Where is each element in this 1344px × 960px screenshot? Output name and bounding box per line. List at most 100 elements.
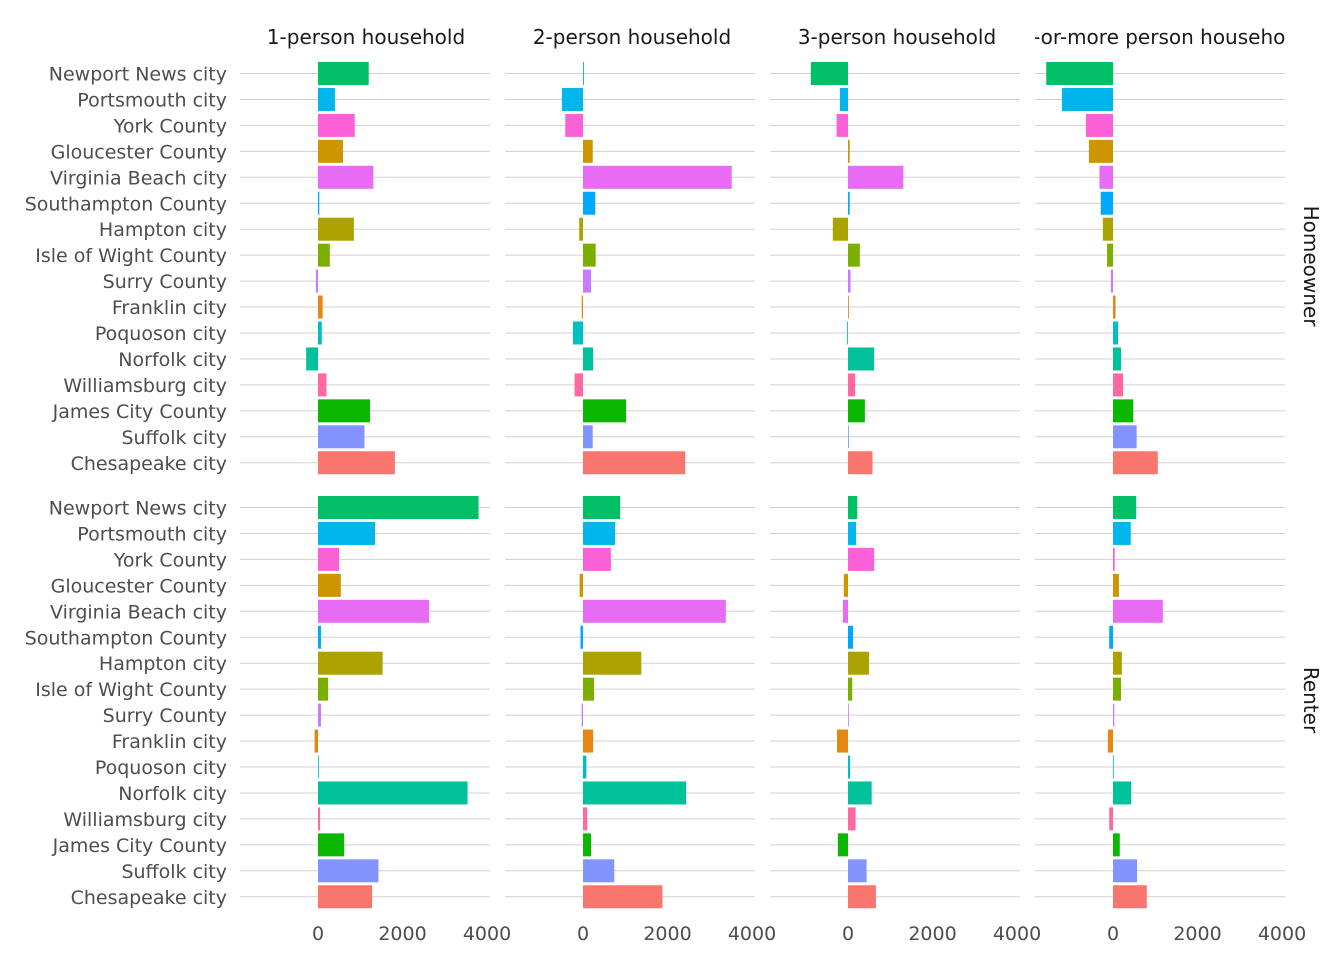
x-tick-label: 4000 [1258,923,1306,945]
bar-norfolk-city [1113,347,1122,371]
strip-label-row-homeowner: Homeowner [1299,206,1323,328]
bar-newport-news-city [810,62,848,85]
bar-virginia-beach-city [318,165,374,189]
category-label: Franklin city [112,731,227,753]
bar-york-county [848,547,875,571]
panel-renter-3 [837,496,876,909]
x-tick-label: 4000 [728,923,776,945]
panel-renter-4 [1107,496,1163,909]
bar-york-county [318,113,355,137]
bar-franklin-city [581,295,583,319]
category-label: Southampton County [25,627,227,649]
bar-suffolk-city [848,859,867,883]
bar-york-county [583,547,611,571]
bar-james-city-county [848,399,865,423]
bar-surry-county [583,269,592,293]
strip-label-row-renter: Renter [1299,667,1323,734]
bar-gloucester-county [1113,573,1119,597]
bar-isle-of-wight-county [318,677,329,701]
bar-williamsburg-city [574,373,583,397]
bar-surry-county [1110,269,1113,293]
category-label: Gloucester County [51,575,227,597]
bar-virginia-beach-city [318,599,430,623]
category-label: Gloucester County [51,141,227,163]
category-label: James City County [52,401,227,423]
x-tick-label: 2000 [1173,923,1221,945]
bar-southampton-county [1109,625,1113,649]
bar-james-city-county [583,399,627,423]
bar-williamsburg-city [583,807,588,831]
bar-virginia-beach-city [848,165,904,189]
bar-suffolk-city [848,425,849,449]
bar-portsmouth-city [583,521,616,545]
bar-chesapeake-city [318,885,373,909]
bar-suffolk-city [318,425,365,449]
x-tick-label: 4000 [993,923,1041,945]
bar-williamsburg-city [318,373,327,397]
bar-williamsburg-city [318,807,321,831]
bar-portsmouth-city [318,521,376,545]
bar-southampton-county [580,625,583,649]
bar-southampton-county [1100,191,1113,215]
strip-label: 1-person household [267,25,465,49]
bar-suffolk-city [318,859,379,883]
bar-norfolk-city [583,781,687,805]
bar-suffolk-city [583,425,593,449]
bar-chesapeake-city [318,451,395,475]
bar-newport-news-city [583,496,621,519]
bar-isle-of-wight-county [1113,677,1122,701]
bar-york-county [565,113,583,137]
panel-renter-1 [314,496,479,909]
strip-label: 2-person household [533,25,731,49]
bar-james-city-county [583,833,592,857]
bar-franklin-city [583,729,594,753]
bar-surry-county [581,703,583,727]
bar-franklin-city [837,729,848,753]
x-tick-label: 4000 [463,923,511,945]
category-label: Hampton city [99,653,227,675]
panel-renter-2 [579,496,726,909]
bar-isle-of-wight-county [848,677,853,701]
category-label: York County [113,549,227,571]
category-label: Suffolk city [121,861,227,883]
bar-franklin-city [318,295,323,319]
bar-hampton-city [1102,217,1113,241]
bar-james-city-county [837,833,848,857]
category-label: James City County [52,835,227,857]
bar-hampton-city [318,217,354,241]
bar-poquoson-city [318,755,319,779]
bar-newport-news-city [318,496,479,519]
bar-portsmouth-city [839,87,848,111]
bar-franklin-city [1107,729,1113,753]
bar-suffolk-city [1113,425,1137,449]
bar-norfolk-city [1113,781,1132,805]
bar-hampton-city [583,651,642,675]
category-label: Chesapeake city [71,887,227,909]
bar-hampton-city [318,651,383,675]
bar-poquoson-city [848,755,851,779]
category-label: Virginia Beach city [50,167,227,189]
category-label: Portsmouth city [77,89,227,111]
category-label: Poquoson city [95,323,227,345]
bar-surry-county [1113,703,1115,727]
strip-label-col-1: 1-person household [267,25,465,49]
bar-poquoson-city [583,755,587,779]
x-tick-label: 2000 [643,923,691,945]
category-label: Suffolk city [121,427,227,449]
category-label: York County [113,115,227,137]
category-label: Norfolk city [118,349,227,371]
bar-norfolk-city [306,347,318,371]
bar-chesapeake-city [583,451,686,475]
bar-norfolk-city [583,347,594,371]
strip-label-col-4: 4-or-more person household [1035,25,1285,49]
bar-franklin-city [314,729,318,753]
bar-newport-news-city [583,62,584,85]
bar-gloucester-county [843,573,848,597]
bar-chesapeake-city [848,451,873,475]
strip-label-col-3: 3-person household [798,25,996,49]
bar-isle-of-wight-county [1107,243,1113,267]
bar-hampton-city [579,217,583,241]
bar-poquoson-city [1113,755,1114,779]
bar-norfolk-city [848,781,872,805]
